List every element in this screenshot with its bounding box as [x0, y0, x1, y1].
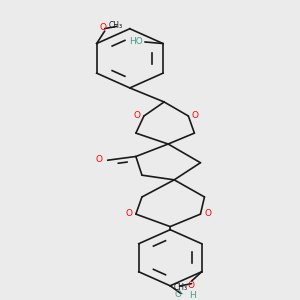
Text: HO: HO — [129, 37, 143, 46]
Text: O: O — [204, 209, 211, 218]
Text: O: O — [99, 23, 106, 32]
Text: H: H — [189, 291, 196, 300]
Text: O: O — [187, 281, 194, 290]
Text: O: O — [134, 111, 141, 120]
Text: O: O — [125, 209, 132, 218]
Text: CH₃: CH₃ — [173, 283, 187, 292]
Text: CH₃: CH₃ — [109, 21, 123, 30]
Text: O: O — [95, 155, 102, 164]
Text: O: O — [175, 290, 182, 299]
Text: O: O — [191, 111, 198, 120]
